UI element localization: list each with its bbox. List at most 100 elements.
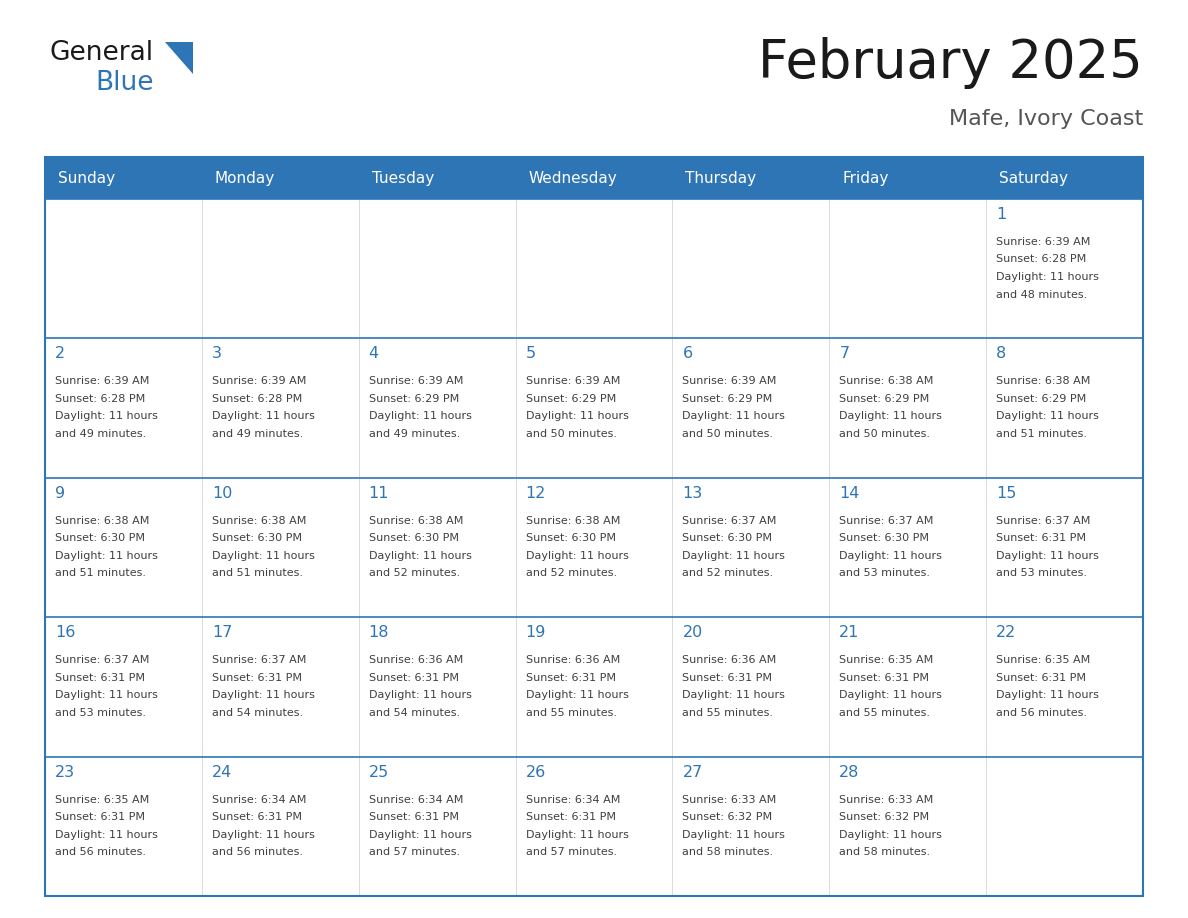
- Text: Sunrise: 6:39 AM: Sunrise: 6:39 AM: [368, 376, 463, 386]
- Text: 18: 18: [368, 625, 390, 640]
- Text: Daylight: 11 hours: Daylight: 11 hours: [368, 690, 472, 700]
- Text: 15: 15: [997, 486, 1017, 501]
- Text: and 50 minutes.: and 50 minutes.: [525, 429, 617, 439]
- Bar: [45, 157, 202, 199]
- Text: Daylight: 11 hours: Daylight: 11 hours: [525, 830, 628, 840]
- Text: Sunset: 6:31 PM: Sunset: 6:31 PM: [368, 812, 459, 823]
- Text: and 52 minutes.: and 52 minutes.: [368, 568, 460, 578]
- Text: Sunset: 6:29 PM: Sunset: 6:29 PM: [997, 394, 1086, 404]
- Text: Sunset: 6:31 PM: Sunset: 6:31 PM: [211, 812, 302, 823]
- Text: Sunset: 6:31 PM: Sunset: 6:31 PM: [682, 673, 772, 683]
- Text: 21: 21: [839, 625, 860, 640]
- Bar: [45, 157, 1143, 896]
- Text: Daylight: 11 hours: Daylight: 11 hours: [211, 411, 315, 421]
- Text: Sunset: 6:31 PM: Sunset: 6:31 PM: [839, 673, 929, 683]
- Text: 5: 5: [525, 346, 536, 362]
- Text: 23: 23: [55, 765, 75, 779]
- Text: Sunset: 6:31 PM: Sunset: 6:31 PM: [55, 673, 145, 683]
- Text: Sunset: 6:28 PM: Sunset: 6:28 PM: [211, 394, 302, 404]
- Text: Daylight: 11 hours: Daylight: 11 hours: [525, 690, 628, 700]
- Text: Sunset: 6:30 PM: Sunset: 6:30 PM: [839, 533, 929, 543]
- Text: Sunrise: 6:38 AM: Sunrise: 6:38 AM: [525, 516, 620, 526]
- Text: 22: 22: [997, 625, 1017, 640]
- Text: and 56 minutes.: and 56 minutes.: [55, 847, 146, 857]
- Text: Daylight: 11 hours: Daylight: 11 hours: [997, 411, 1099, 421]
- Text: Sunrise: 6:35 AM: Sunrise: 6:35 AM: [997, 655, 1091, 666]
- Text: 3: 3: [211, 346, 222, 362]
- Text: and 48 minutes.: and 48 minutes.: [997, 289, 1087, 299]
- Text: Sunrise: 6:39 AM: Sunrise: 6:39 AM: [682, 376, 777, 386]
- Text: Sunrise: 6:35 AM: Sunrise: 6:35 AM: [839, 655, 934, 666]
- Text: and 55 minutes.: and 55 minutes.: [682, 708, 773, 718]
- Text: 9: 9: [55, 486, 65, 501]
- Text: and 58 minutes.: and 58 minutes.: [682, 847, 773, 857]
- Text: Sunset: 6:31 PM: Sunset: 6:31 PM: [368, 673, 459, 683]
- Text: Daylight: 11 hours: Daylight: 11 hours: [839, 551, 942, 561]
- Text: 20: 20: [682, 625, 702, 640]
- Text: Daylight: 11 hours: Daylight: 11 hours: [997, 272, 1099, 282]
- Text: Sunset: 6:31 PM: Sunset: 6:31 PM: [55, 812, 145, 823]
- Text: Tuesday: Tuesday: [372, 171, 434, 185]
- Text: and 55 minutes.: and 55 minutes.: [525, 708, 617, 718]
- Text: 28: 28: [839, 765, 860, 779]
- Text: Daylight: 11 hours: Daylight: 11 hours: [211, 551, 315, 561]
- Text: and 57 minutes.: and 57 minutes.: [368, 847, 460, 857]
- Text: Sunrise: 6:34 AM: Sunrise: 6:34 AM: [368, 795, 463, 804]
- Text: Sunset: 6:31 PM: Sunset: 6:31 PM: [211, 673, 302, 683]
- Text: Sunset: 6:30 PM: Sunset: 6:30 PM: [211, 533, 302, 543]
- Text: Daylight: 11 hours: Daylight: 11 hours: [211, 690, 315, 700]
- Text: Daylight: 11 hours: Daylight: 11 hours: [997, 690, 1099, 700]
- Text: Sunset: 6:30 PM: Sunset: 6:30 PM: [368, 533, 459, 543]
- Text: Sunrise: 6:38 AM: Sunrise: 6:38 AM: [997, 376, 1091, 386]
- Text: 26: 26: [525, 765, 545, 779]
- Text: and 51 minutes.: and 51 minutes.: [997, 429, 1087, 439]
- Text: Sunrise: 6:37 AM: Sunrise: 6:37 AM: [682, 516, 777, 526]
- Text: Sunrise: 6:37 AM: Sunrise: 6:37 AM: [997, 516, 1091, 526]
- Text: and 51 minutes.: and 51 minutes.: [55, 568, 146, 578]
- Text: Sunset: 6:29 PM: Sunset: 6:29 PM: [839, 394, 929, 404]
- Text: Sunset: 6:28 PM: Sunset: 6:28 PM: [55, 394, 145, 404]
- Text: Sunset: 6:31 PM: Sunset: 6:31 PM: [525, 673, 615, 683]
- Text: Sunrise: 6:36 AM: Sunrise: 6:36 AM: [525, 655, 620, 666]
- Text: Thursday: Thursday: [685, 171, 757, 185]
- Text: 13: 13: [682, 486, 702, 501]
- Text: Sunset: 6:29 PM: Sunset: 6:29 PM: [682, 394, 772, 404]
- Text: Sunrise: 6:35 AM: Sunrise: 6:35 AM: [55, 795, 150, 804]
- Text: Daylight: 11 hours: Daylight: 11 hours: [368, 411, 472, 421]
- Text: Daylight: 11 hours: Daylight: 11 hours: [839, 830, 942, 840]
- Text: 7: 7: [839, 346, 849, 362]
- Text: Sunrise: 6:34 AM: Sunrise: 6:34 AM: [211, 795, 307, 804]
- Text: 4: 4: [368, 346, 379, 362]
- Text: 17: 17: [211, 625, 232, 640]
- Text: Daylight: 11 hours: Daylight: 11 hours: [525, 411, 628, 421]
- Text: Daylight: 11 hours: Daylight: 11 hours: [55, 411, 158, 421]
- Text: and 49 minutes.: and 49 minutes.: [211, 429, 303, 439]
- Text: 19: 19: [525, 625, 546, 640]
- Text: Sunrise: 6:39 AM: Sunrise: 6:39 AM: [55, 376, 150, 386]
- Text: Sunrise: 6:39 AM: Sunrise: 6:39 AM: [525, 376, 620, 386]
- Text: Daylight: 11 hours: Daylight: 11 hours: [997, 551, 1099, 561]
- Polygon shape: [165, 42, 192, 74]
- Text: and 53 minutes.: and 53 minutes.: [839, 568, 930, 578]
- Bar: [672, 157, 829, 199]
- Text: and 55 minutes.: and 55 minutes.: [839, 708, 930, 718]
- Text: 24: 24: [211, 765, 232, 779]
- Text: 10: 10: [211, 486, 232, 501]
- Text: 2: 2: [55, 346, 65, 362]
- Text: Daylight: 11 hours: Daylight: 11 hours: [682, 690, 785, 700]
- Text: Mafe, Ivory Coast: Mafe, Ivory Coast: [949, 109, 1143, 129]
- Text: Daylight: 11 hours: Daylight: 11 hours: [368, 551, 472, 561]
- Text: Daylight: 11 hours: Daylight: 11 hours: [839, 411, 942, 421]
- Text: Saturday: Saturday: [999, 171, 1068, 185]
- Text: Sunrise: 6:36 AM: Sunrise: 6:36 AM: [682, 655, 777, 666]
- Text: and 51 minutes.: and 51 minutes.: [211, 568, 303, 578]
- Text: and 52 minutes.: and 52 minutes.: [525, 568, 617, 578]
- Text: Daylight: 11 hours: Daylight: 11 hours: [211, 830, 315, 840]
- Text: Daylight: 11 hours: Daylight: 11 hours: [682, 830, 785, 840]
- Text: 16: 16: [55, 625, 75, 640]
- Text: Sunrise: 6:38 AM: Sunrise: 6:38 AM: [368, 516, 463, 526]
- Text: Daylight: 11 hours: Daylight: 11 hours: [55, 830, 158, 840]
- Text: February 2025: February 2025: [758, 37, 1143, 89]
- Bar: [359, 157, 516, 199]
- Text: Sunset: 6:31 PM: Sunset: 6:31 PM: [997, 533, 1086, 543]
